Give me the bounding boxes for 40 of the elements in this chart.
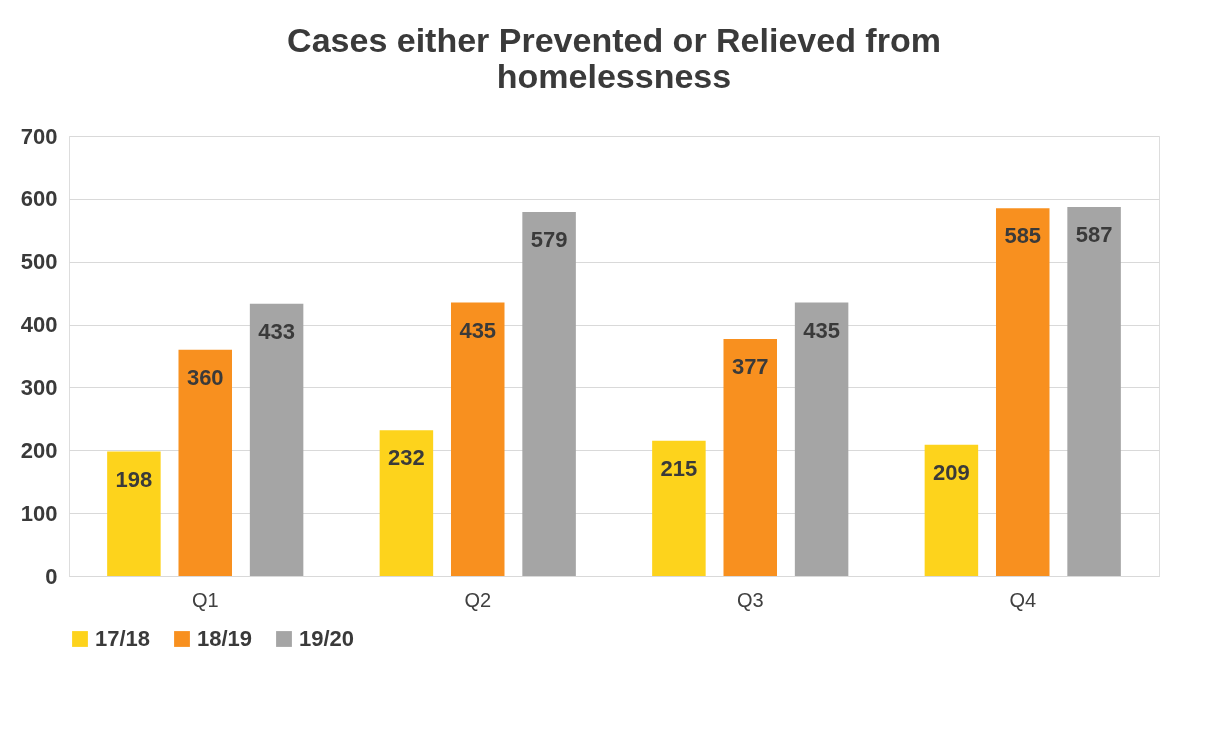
x-tick-label: Q2: [464, 588, 492, 611]
bar: [924, 444, 979, 576]
bar: [1067, 207, 1121, 576]
data-label: 209: [933, 459, 970, 485]
data-label: 215: [660, 455, 698, 481]
bar: [379, 430, 434, 576]
y-tick-label: 500: [20, 249, 58, 275]
bar: [723, 339, 777, 576]
y-tick-label: 400: [20, 312, 58, 338]
bar: [451, 302, 505, 576]
data-label: 585: [1004, 223, 1042, 249]
data-label: 232: [388, 445, 425, 471]
bar: [178, 349, 232, 576]
bar: [522, 212, 576, 576]
x-tick-label: Q3: [736, 588, 764, 611]
legend-label: 17/18: [95, 626, 151, 651]
data-label: 579: [530, 227, 568, 253]
bar: [249, 303, 304, 576]
bar: [652, 440, 706, 576]
y-tick-label: 0: [45, 563, 58, 589]
legend-label: 18/19: [197, 626, 253, 651]
x-tick-label: Q4: [1009, 588, 1037, 611]
data-label: 433: [258, 318, 295, 344]
bar: [107, 451, 161, 576]
bar: [794, 302, 849, 576]
chart-title: Cases either Prevented or Relieved from homelessness: [287, 21, 941, 95]
data-label: 435: [803, 317, 840, 343]
y-tick-label: 600: [20, 186, 58, 212]
data-label: 587: [1075, 222, 1113, 248]
bar: [996, 208, 1050, 576]
x-tick-label: Q1: [191, 588, 219, 611]
data-label: 377: [731, 354, 769, 380]
y-tick-label: 700: [20, 123, 58, 149]
legend-label: 19/20: [299, 626, 355, 651]
data-label: 198: [115, 466, 153, 492]
data-label: 435: [459, 317, 497, 343]
data-label: 360: [186, 364, 224, 390]
y-tick-label: 300: [20, 374, 58, 400]
y-tick-label: 200: [20, 437, 58, 463]
y-tick-label: 100: [20, 500, 58, 526]
